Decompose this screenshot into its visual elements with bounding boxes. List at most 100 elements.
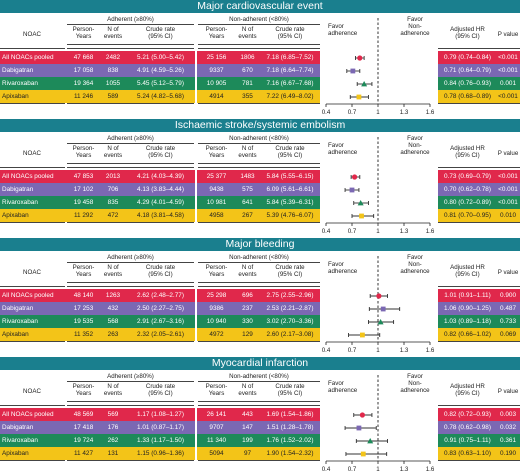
table-row: Dabigatran 17 058 838 4.91 (4.59–5.26) 9337 6… bbox=[0, 64, 520, 77]
cell-a-rate: 2.32 (2.05–2.61) bbox=[137, 331, 184, 338]
cell-p: <0.001 bbox=[498, 54, 518, 61]
cell-p: 0.003 bbox=[500, 411, 516, 418]
x-tick-label: 0.7 bbox=[348, 109, 357, 116]
header-favor-adherence: Favor adherence bbox=[328, 380, 358, 394]
cell-a-rate: 2.91 (2.67–3.16) bbox=[137, 318, 184, 325]
section-title: Major bleeding bbox=[0, 238, 520, 251]
cell-p: <0.001 bbox=[498, 93, 518, 100]
cell-n-n: 199 bbox=[242, 437, 253, 444]
cell-p: 0.032 bbox=[500, 424, 516, 431]
cell-a-n: 432 bbox=[107, 305, 119, 312]
row-color-band bbox=[438, 434, 520, 447]
row-color-band bbox=[65, 421, 195, 434]
header-rule bbox=[67, 282, 194, 283]
header-person-years-non-adherent: Person- Years bbox=[205, 26, 228, 40]
cell-label: All NOACs pooled bbox=[2, 173, 54, 180]
x-tick-label: 1.3 bbox=[400, 466, 409, 473]
cell-n-n: 267 bbox=[242, 212, 253, 219]
cell-a-py: 48 569 bbox=[73, 411, 94, 418]
cell-n-py: 10 981 bbox=[206, 199, 227, 206]
cell-a-rate: 1.17 (1.08–1.27) bbox=[137, 411, 184, 418]
row-color-band bbox=[197, 421, 320, 434]
cell-n-n: 575 bbox=[242, 186, 253, 193]
cell-a-n: 472 bbox=[107, 212, 119, 219]
table-row: Dabigatran 17 253 432 2.50 (2.27–2.75) 9386 2… bbox=[0, 302, 520, 315]
header-rule bbox=[198, 163, 320, 164]
table-row: All NOACs pooled 48 569 569 1.17 (1.08–1.27… bbox=[0, 408, 520, 421]
cell-label: Apixaban bbox=[2, 93, 29, 100]
x-tick-label: 0.7 bbox=[348, 466, 357, 473]
header-crude-rate-adherent: Crude rate (95% CI) bbox=[145, 26, 176, 40]
header-adjusted-hr: Adjusted HR (95% CI) bbox=[450, 26, 485, 40]
row-color-band bbox=[438, 183, 520, 196]
cell-a-py: 11 427 bbox=[73, 450, 94, 457]
cell-a-rate: 1.15 (0.96–1.36) bbox=[137, 450, 184, 457]
x-tick-label: 0.4 bbox=[322, 228, 331, 235]
cell-p: 0.190 bbox=[500, 450, 516, 457]
cell-a-rate: 5.21 (5.00–5.42) bbox=[137, 54, 184, 61]
header-adherent: Adherent (≥80%) bbox=[107, 373, 154, 380]
row-color-band bbox=[0, 421, 65, 434]
row-color-band bbox=[0, 328, 65, 341]
cell-label: Dabigatran bbox=[2, 424, 34, 431]
row-color-band bbox=[197, 434, 320, 447]
cell-n-py: 9386 bbox=[209, 305, 224, 312]
cell-hr-text: 0.71 (0.64–0.79) bbox=[444, 67, 491, 74]
cell-a-n: 589 bbox=[107, 93, 119, 100]
header-rule bbox=[67, 460, 194, 461]
header-p-value: P value bbox=[497, 31, 519, 38]
table-row: All NOACs pooled 48 140 1263 2.62 (2.48–2.7… bbox=[0, 289, 520, 302]
cell-p: 0.361 bbox=[500, 437, 516, 444]
row-color-band bbox=[65, 64, 195, 77]
cell-label: Dabigatran bbox=[2, 305, 34, 312]
table-row: Dabigatran 17 102 706 4.13 (3.83–4.44) 9438 5… bbox=[0, 183, 520, 196]
header-rule bbox=[438, 405, 520, 406]
row-color-band bbox=[197, 447, 320, 460]
table-row: Rivaroxaban 19 535 568 2.91 (2.67–3.16) 10 9… bbox=[0, 315, 520, 328]
header-crude-rate-non-adherent: Crude rate (95% CI) bbox=[275, 26, 305, 40]
header-crude-rate-non-adherent: Crude rate (95% CI) bbox=[275, 383, 305, 397]
cell-n-py: 25 156 bbox=[206, 54, 227, 61]
x-tick-label: 1.6 bbox=[426, 347, 435, 354]
cell-n-rate: 2.75 (2.55–2.96) bbox=[266, 292, 314, 299]
header-noac: NOAC bbox=[23, 388, 41, 395]
header-rule bbox=[67, 381, 194, 382]
row-color-band bbox=[0, 64, 65, 77]
cell-hr-text: 0.82 (0.72–0.93) bbox=[444, 411, 491, 418]
section-title: Major cardiovascular event bbox=[0, 0, 520, 13]
header-favor-adherence: Favor adherence bbox=[328, 23, 358, 37]
header-rule bbox=[198, 286, 320, 287]
header-favor-non-adherence: Favor Non- adherence bbox=[400, 135, 430, 156]
x-tick-label: 1.3 bbox=[400, 109, 409, 116]
cell-n-n: 355 bbox=[242, 93, 253, 100]
cell-label: All NOACs pooled bbox=[2, 411, 54, 418]
header-person-years-adherent: Person- Years bbox=[72, 264, 95, 278]
cell-a-rate: 4.91 (4.59–5.26) bbox=[137, 67, 184, 74]
table-row: Apixaban 11 246 589 5.24 (4.82–5.68) 4914 355… bbox=[0, 90, 520, 103]
cell-p: <0.001 bbox=[498, 199, 518, 206]
row-color-band bbox=[438, 447, 520, 460]
cell-hr-text: 1.03 (0.89–1.18) bbox=[444, 318, 491, 325]
table-row: All NOACs pooled 47 853 2013 4.21 (4.03–4.3… bbox=[0, 170, 520, 183]
cell-n-rate: 2.60 (2.17–3.08) bbox=[266, 331, 314, 338]
cell-hr-text: 0.73 (0.69–0.79) bbox=[444, 173, 491, 180]
row-color-band bbox=[197, 196, 320, 209]
row-color-band bbox=[65, 209, 195, 222]
cell-a-n: 838 bbox=[107, 67, 119, 74]
header-crude-rate-adherent: Crude rate (95% CI) bbox=[145, 264, 176, 278]
cell-a-n: 2013 bbox=[105, 173, 121, 180]
header-non-adherent: Non-adherent (<80%) bbox=[229, 135, 289, 142]
header-adherent: Adherent (≥80%) bbox=[107, 135, 154, 142]
cell-n-n: 641 bbox=[242, 199, 253, 206]
header-rule bbox=[198, 282, 320, 283]
header-rule bbox=[0, 405, 65, 406]
cell-a-py: 47 668 bbox=[73, 54, 94, 61]
cell-a-py: 19 364 bbox=[73, 80, 94, 87]
header-crude-rate-non-adherent: Crude rate (95% CI) bbox=[275, 145, 305, 159]
cell-n-n: 443 bbox=[242, 411, 253, 418]
header-rule bbox=[198, 401, 320, 402]
cell-a-py: 11 292 bbox=[73, 212, 94, 219]
header-rule bbox=[438, 341, 520, 342]
header-rule bbox=[67, 24, 194, 25]
header-person-years-non-adherent: Person- Years bbox=[205, 145, 228, 159]
